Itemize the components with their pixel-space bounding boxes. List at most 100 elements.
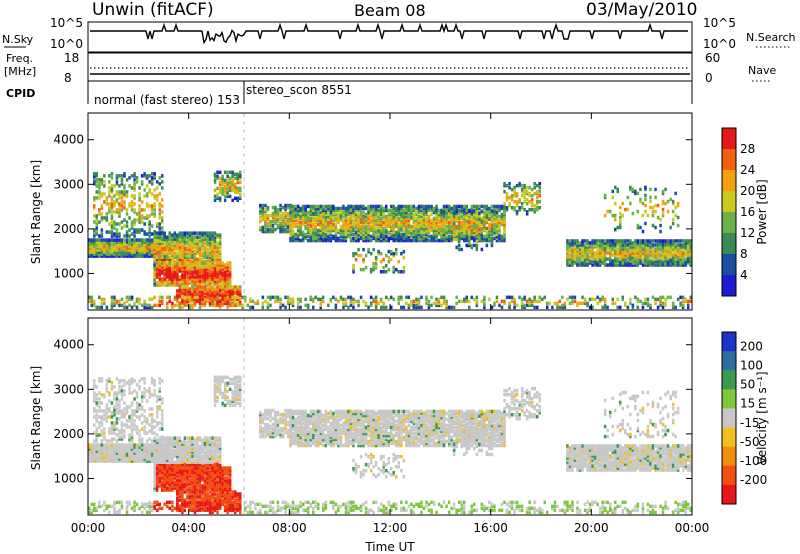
heatmap-cell xyxy=(578,263,582,267)
heatmap-cell xyxy=(656,251,660,255)
heatmap-cell xyxy=(588,305,592,310)
heatmap-cell xyxy=(208,255,212,259)
heatmap-cell xyxy=(445,206,448,211)
heatmap-cell xyxy=(488,232,491,237)
heatmap-cell xyxy=(342,220,345,225)
heatmap-cell xyxy=(98,391,101,395)
heatmap-cell xyxy=(614,227,617,232)
heatmap-cell xyxy=(145,303,149,308)
heatmap-cell xyxy=(566,251,569,255)
heatmap-cell xyxy=(223,273,227,277)
heatmap-cell xyxy=(498,303,501,308)
heatmap-cell xyxy=(98,186,101,190)
heatmap-cell xyxy=(191,233,194,237)
heatmap-cell xyxy=(108,240,111,244)
heatmap-cell xyxy=(500,214,504,219)
heatmap-cell xyxy=(221,190,224,195)
heatmap-cell xyxy=(100,393,104,397)
heatmap-cell xyxy=(425,218,428,223)
heatmap-cell xyxy=(133,240,136,244)
heatmap-cell xyxy=(213,178,217,183)
heatmap-cell xyxy=(218,243,222,247)
heatmap-cell xyxy=(125,232,129,236)
heatmap-cell xyxy=(312,305,315,310)
heatmap-cell xyxy=(176,297,179,301)
heatmap-cell xyxy=(435,236,438,241)
heatmap-cell xyxy=(485,208,489,213)
heatmap-cell xyxy=(390,232,393,237)
heatmap-cell xyxy=(133,455,136,459)
heatmap-cell xyxy=(342,305,345,310)
parameter-strips xyxy=(87,21,693,104)
heatmap-cell xyxy=(400,204,403,209)
heatmap-cell xyxy=(669,257,672,261)
heatmap-cell xyxy=(455,237,458,242)
heatmap-cell xyxy=(100,180,104,184)
heatmap-cell xyxy=(377,251,380,256)
heatmap-cell xyxy=(128,453,131,457)
heatmap-cell xyxy=(344,230,348,235)
heatmap-cell xyxy=(616,259,619,263)
heatmap-cell xyxy=(483,206,486,211)
heatmap-cell xyxy=(158,303,161,308)
heatmap-cell xyxy=(113,252,116,256)
heatmap-cell xyxy=(211,285,214,289)
heatmap-cell xyxy=(372,226,375,231)
heatmap-cell xyxy=(158,279,161,283)
heatmap-cell xyxy=(178,255,182,259)
heatmap-cell xyxy=(161,281,164,285)
heatmap-cell xyxy=(173,247,177,251)
heatmap-cell xyxy=(203,239,207,243)
heatmap-cell xyxy=(140,220,144,224)
heatmap-cell xyxy=(410,208,413,213)
heatmap-cell xyxy=(158,228,161,232)
heatmap-cell xyxy=(191,305,194,310)
heatmap-cell xyxy=(463,209,466,214)
heatmap-cell xyxy=(171,245,174,249)
heatmap-cell xyxy=(493,216,496,221)
heatmap-cell xyxy=(148,228,151,232)
heatmap-cell xyxy=(153,239,156,243)
heatmap-cell xyxy=(279,203,282,208)
heatmap-cell xyxy=(306,220,310,225)
heatmap-cell xyxy=(583,261,587,265)
heatmap-cell xyxy=(120,297,124,302)
heatmap-cell xyxy=(183,279,187,283)
heatmap-cell xyxy=(689,247,692,251)
heatmap-cell xyxy=(309,295,312,300)
heatmap-cell xyxy=(133,182,136,186)
heatmap-cell xyxy=(133,220,136,224)
heatmap-cell xyxy=(488,234,491,239)
heatmap-cell xyxy=(543,295,546,300)
heatmap-cell xyxy=(163,273,166,277)
heatmap-cell xyxy=(498,232,501,237)
heatmap-cell xyxy=(669,263,672,267)
heatmap-cell xyxy=(317,204,320,209)
heatmap-cell xyxy=(656,241,660,245)
heatmap-cell xyxy=(636,223,640,228)
heatmap-cell xyxy=(656,245,660,249)
heatmap-cell xyxy=(120,457,124,461)
heatmap-cell xyxy=(374,261,378,266)
heatmap-cell xyxy=(566,259,569,263)
heatmap-cell xyxy=(206,275,209,279)
heatmap-cell xyxy=(226,277,229,281)
heatmap-cell xyxy=(400,251,403,256)
heatmap-cell xyxy=(611,247,614,251)
heatmap-cell xyxy=(223,178,227,183)
heatmap-cell xyxy=(437,224,441,229)
heatmap-cell xyxy=(264,219,267,224)
heatmap-cell xyxy=(203,263,207,267)
heatmap-cell xyxy=(98,457,101,461)
heatmap-cell xyxy=(115,457,119,461)
heatmap-cell xyxy=(332,210,335,215)
heatmap-cell xyxy=(211,297,214,301)
heatmap-cell xyxy=(259,211,262,216)
heatmap-cell xyxy=(264,217,267,222)
heatmap-cell xyxy=(455,209,458,214)
heatmap-cell xyxy=(108,190,111,194)
heatmap-cell xyxy=(621,255,624,259)
heatmap-cell xyxy=(646,301,650,306)
heatmap-cell xyxy=(168,255,171,259)
heatmap-cell xyxy=(430,303,433,308)
